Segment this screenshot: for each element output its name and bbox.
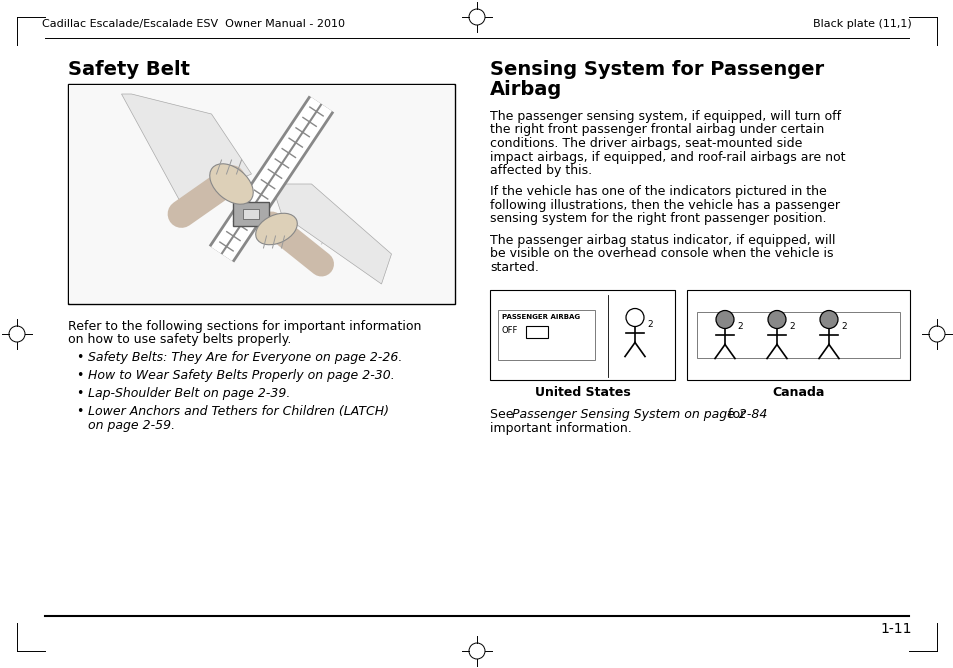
Text: ON: ON: [531, 328, 542, 337]
Text: Canada: Canada: [772, 387, 823, 399]
Text: 2: 2: [841, 322, 845, 331]
Text: See: See: [490, 409, 517, 422]
Text: the right front passenger frontal airbag under certain: the right front passenger frontal airbag…: [490, 124, 823, 136]
Text: started.: started.: [490, 261, 538, 274]
Text: How to Wear Safety Belts Properly on page 2-30.: How to Wear Safety Belts Properly on pag…: [88, 369, 395, 382]
Bar: [525, 327, 547, 339]
Ellipse shape: [255, 213, 297, 244]
Text: Safety Belts: They Are for Everyone on page 2-26.: Safety Belts: They Are for Everyone on p…: [88, 351, 402, 364]
Polygon shape: [121, 94, 252, 204]
Bar: [497, 311, 595, 361]
Bar: [233, 202, 269, 226]
Text: on page 2-59.: on page 2-59.: [88, 418, 175, 432]
Bar: [697, 313, 899, 359]
Bar: [686, 291, 909, 381]
Bar: [243, 209, 259, 219]
Text: •: •: [76, 387, 83, 400]
Circle shape: [820, 311, 837, 329]
Text: PASSENGER AIRBAG: PASSENGER AIRBAG: [501, 315, 579, 321]
Text: for: for: [723, 409, 744, 422]
Circle shape: [625, 309, 643, 327]
Text: •: •: [76, 405, 83, 418]
Text: Lap-Shoulder Belt on page 2-39.: Lap-Shoulder Belt on page 2-39.: [88, 387, 290, 400]
Text: sensing system for the right front passenger position.: sensing system for the right front passe…: [490, 212, 825, 226]
Circle shape: [716, 311, 733, 329]
Text: Lower Anchors and Tethers for Children (LATCH): Lower Anchors and Tethers for Children (…: [88, 405, 389, 418]
Ellipse shape: [210, 164, 253, 204]
Text: Sensing System for Passenger: Sensing System for Passenger: [490, 60, 823, 79]
Circle shape: [767, 311, 785, 329]
Text: •: •: [76, 351, 83, 364]
Text: United States: United States: [534, 387, 630, 399]
Bar: [69, 85, 454, 303]
Text: Refer to the following sections for important information: Refer to the following sections for impo…: [68, 320, 421, 333]
Text: following illustrations, then the vehicle has a passenger: following illustrations, then the vehicl…: [490, 199, 840, 212]
Polygon shape: [272, 184, 391, 284]
Text: The passenger sensing system, if equipped, will turn off: The passenger sensing system, if equippe…: [490, 110, 841, 123]
Text: be visible on the overhead console when the vehicle is: be visible on the overhead console when …: [490, 248, 833, 261]
Text: Safety Belt: Safety Belt: [68, 60, 190, 79]
Text: Cadillac Escalade/Escalade ESV  Owner Manual - 2010: Cadillac Escalade/Escalade ESV Owner Man…: [42, 19, 345, 29]
Bar: [490, 291, 675, 381]
Text: Passenger Sensing System on page 2-84: Passenger Sensing System on page 2-84: [512, 409, 766, 422]
Text: The passenger airbag status indicator, if equipped, will: The passenger airbag status indicator, i…: [490, 234, 835, 247]
Text: impact airbags, if equipped, and roof-rail airbags are not: impact airbags, if equipped, and roof-ra…: [490, 150, 844, 164]
Text: affected by this.: affected by this.: [490, 164, 592, 177]
Text: OFF: OFF: [501, 327, 517, 335]
Text: important information.: important information.: [490, 422, 631, 435]
Bar: [68, 84, 455, 304]
Text: •: •: [76, 369, 83, 382]
Text: on how to use safety belts properly.: on how to use safety belts properly.: [68, 333, 291, 347]
Text: 2: 2: [737, 322, 741, 331]
Text: conditions. The driver airbags, seat-mounted side: conditions. The driver airbags, seat-mou…: [490, 137, 801, 150]
Text: Airbag: Airbag: [490, 80, 561, 99]
Text: If the vehicle has one of the indicators pictured in the: If the vehicle has one of the indicators…: [490, 186, 826, 198]
Text: 1-11: 1-11: [880, 622, 911, 636]
Text: Black plate (11,1): Black plate (11,1): [812, 19, 911, 29]
Text: 2: 2: [646, 320, 652, 329]
Text: 2: 2: [788, 322, 794, 331]
